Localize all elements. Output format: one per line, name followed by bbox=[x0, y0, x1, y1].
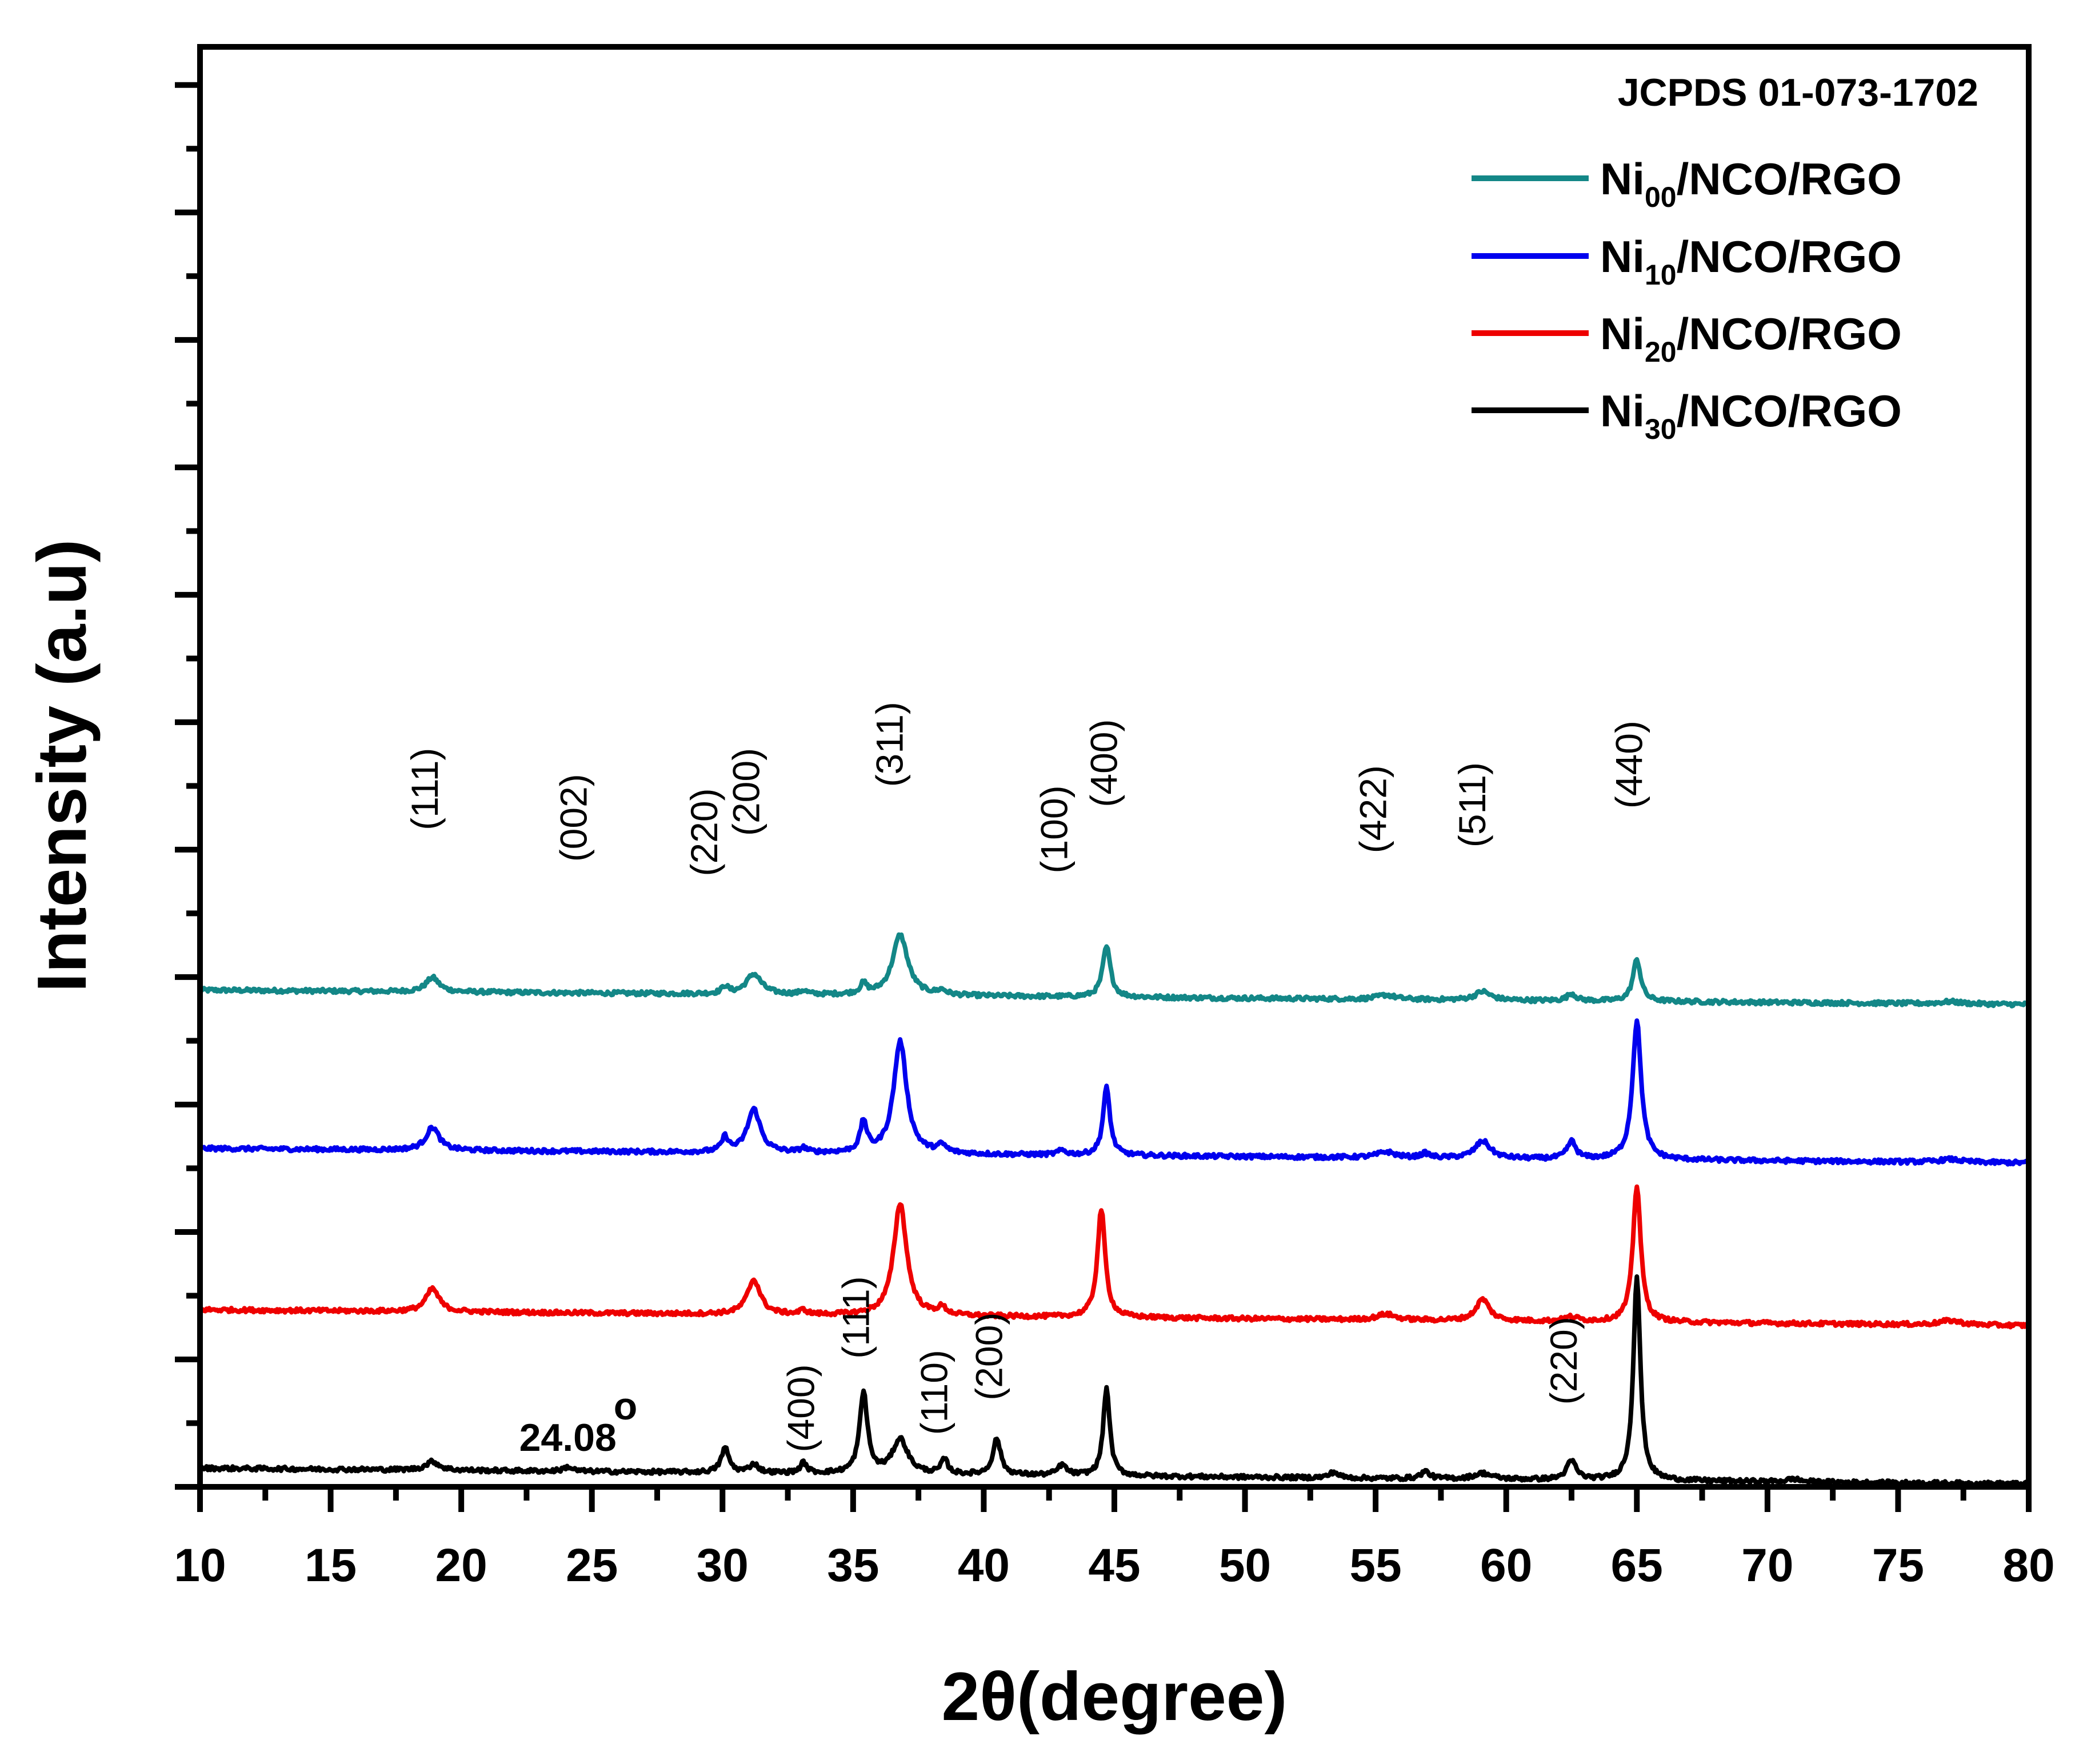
x-tick-label: 25 bbox=[566, 1539, 618, 1591]
y-ticks bbox=[175, 82, 200, 1490]
x-tick-label: 10 bbox=[174, 1539, 226, 1591]
hkl-label: (400) bbox=[1083, 719, 1125, 807]
x-tick-label: 55 bbox=[1350, 1539, 1402, 1591]
hkl-label: (100) bbox=[1033, 785, 1076, 873]
series-line-10 bbox=[198, 1018, 2030, 1167]
hkl-label: (110) bbox=[913, 1350, 955, 1435]
hkl-label: (200) bbox=[725, 748, 767, 836]
hkl-label: (422) bbox=[1352, 765, 1394, 853]
hkl-label: (440) bbox=[1608, 721, 1650, 809]
angle-label: 24.08 bbox=[519, 1416, 617, 1459]
jcpds-reference: JCPDS 01-073-1702 bbox=[1618, 71, 1978, 114]
angle-degree-sign: o bbox=[614, 1385, 638, 1428]
legend-label-30: Ni30/NCO/RGO bbox=[1600, 386, 1902, 445]
y-axis-title: Intensity (a.u) bbox=[23, 539, 101, 992]
x-tick-label: 50 bbox=[1219, 1539, 1271, 1591]
hkl-label: (111) bbox=[834, 1276, 877, 1358]
hkl-label: (220) bbox=[683, 788, 725, 876]
x-tick-label: 60 bbox=[1480, 1539, 1532, 1591]
series-line-00 bbox=[198, 932, 2030, 1009]
hkl-label: (200) bbox=[967, 1313, 1010, 1401]
xrd-traces bbox=[198, 932, 2031, 1488]
x-tick-label: 40 bbox=[958, 1539, 1010, 1591]
series-line-30 bbox=[198, 1274, 2030, 1488]
hkl-label: (311) bbox=[869, 702, 911, 787]
hkl-annotations: (111) (002) (220) (200)(311)(100)(400)(422)… bbox=[403, 702, 1650, 1459]
x-tick-label: 15 bbox=[305, 1539, 357, 1591]
hkl-label: (400) bbox=[779, 1364, 822, 1452]
hkl-label: (220) bbox=[1542, 1317, 1585, 1405]
legend-label-10: Ni10/NCO/RGO bbox=[1600, 231, 1902, 291]
x-tick-label: 80 bbox=[2002, 1539, 2054, 1591]
x-tick-label: 75 bbox=[1872, 1539, 1924, 1591]
x-ticks: 10 15 20 25 30 35 40 45 50 55 60 65 70 75 80 bbox=[174, 1487, 2055, 1591]
x-tick-label: 35 bbox=[827, 1539, 879, 1591]
series-line-20 bbox=[199, 1184, 2031, 1330]
legend: Ni00/NCO/RGO Ni10/NCO/RGO Ni20/NCO/RGO Ni30… bbox=[1472, 154, 1902, 445]
x-tick-label: 70 bbox=[1741, 1539, 1793, 1591]
legend-label-20: Ni20/NCO/RGO bbox=[1600, 309, 1902, 368]
x-tick-label: 65 bbox=[1611, 1539, 1663, 1591]
hkl-label: (511) bbox=[1451, 762, 1493, 847]
legend-label-00: Ni00/NCO/RGO bbox=[1600, 154, 1902, 213]
hkl-label: (111) bbox=[403, 748, 446, 830]
x-axis-title: 2θ(degree) bbox=[941, 1658, 1287, 1735]
x-tick-label: 45 bbox=[1088, 1539, 1140, 1591]
hkl-label: (002) bbox=[553, 774, 595, 862]
x-tick-label: 30 bbox=[697, 1539, 749, 1591]
x-tick-label: 20 bbox=[435, 1539, 487, 1591]
